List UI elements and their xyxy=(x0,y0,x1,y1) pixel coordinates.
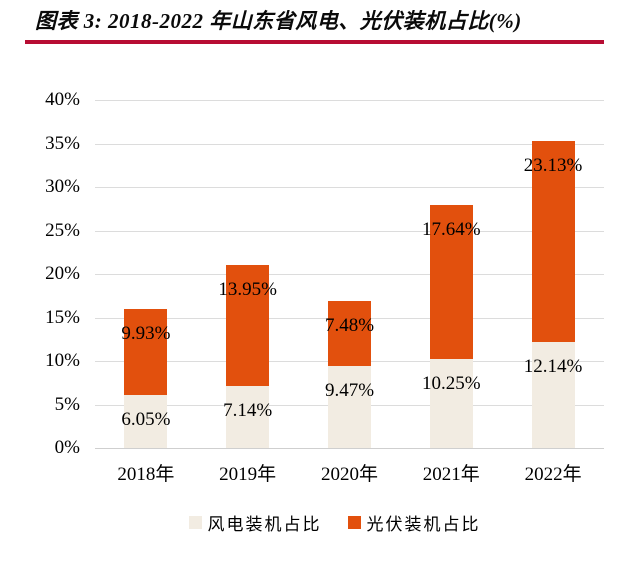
gridline xyxy=(95,274,604,275)
bar-segment-wind xyxy=(226,385,270,448)
wind-data-label: 9.47% xyxy=(324,379,375,401)
bar-segment-solar xyxy=(226,264,270,386)
x-axis-label: 2021年 xyxy=(422,464,480,485)
gridline xyxy=(95,230,604,232)
y-tick-label: 30% xyxy=(45,176,80,197)
legend-label-solar: 光伏装机占比 xyxy=(366,514,481,534)
wind-data-label: 12.14% xyxy=(523,356,583,378)
gridline xyxy=(95,448,604,449)
y-tick-label: 35% xyxy=(45,132,80,154)
wind-data-label: 6.05% xyxy=(121,409,171,431)
gridline xyxy=(95,100,604,101)
legend-item-solar: 光伏装机占比 xyxy=(347,510,481,535)
legend-item-wind: 风电装机占比 xyxy=(188,510,322,535)
bar-segment-solar xyxy=(124,308,168,396)
x-axis-label: 2020年 xyxy=(320,464,378,485)
wind-legend-swatch xyxy=(188,515,202,529)
wind-data-label: 7.14% xyxy=(223,399,273,421)
y-tick-label: 25% xyxy=(45,219,80,241)
legend-label-wind: 风电装机占比 xyxy=(207,514,322,534)
solar-data-label: 7.48% xyxy=(324,314,375,336)
title-accent-rule xyxy=(25,40,604,44)
x-axis-label: 2018年 xyxy=(117,464,175,485)
y-tick-label: 5% xyxy=(54,393,80,415)
wind-data-label: 10.25% xyxy=(422,372,481,394)
y-tick-label: 20% xyxy=(45,263,80,284)
bar-segment-wind xyxy=(124,395,168,448)
bar-segment-solar xyxy=(531,141,575,343)
y-tick-label: 40% xyxy=(45,89,80,110)
y-tick-label: 0% xyxy=(54,437,80,458)
x-axis-label: 2019年 xyxy=(219,464,277,485)
bar-segment-solar xyxy=(328,300,371,366)
gridline xyxy=(95,187,604,188)
chart-title: 图表 3: 2018-2022 年山东省风电、光伏装机占比(%) xyxy=(35,9,522,33)
solar-data-label: 17.64% xyxy=(422,219,481,241)
gridline xyxy=(95,143,604,145)
solar-data-label: 9.93% xyxy=(121,322,171,344)
solar-data-label: 13.95% xyxy=(218,278,277,300)
bar-segment-wind xyxy=(429,358,473,448)
solar-data-label: 23.13% xyxy=(523,155,583,177)
bar-segment-wind xyxy=(531,342,575,448)
y-tick-label: 15% xyxy=(45,306,80,328)
bar-segment-solar xyxy=(429,205,473,359)
y-tick-label: 10% xyxy=(45,350,80,371)
chart-legend: 风电装机占比 光伏装机占比 xyxy=(80,510,589,534)
x-axis-label: 2022年 xyxy=(524,464,582,485)
bar-segment-wind xyxy=(328,365,371,448)
solar-legend-swatch xyxy=(347,515,361,529)
